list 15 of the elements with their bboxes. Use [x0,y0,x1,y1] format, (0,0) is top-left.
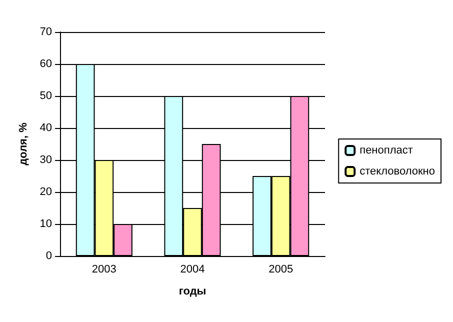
y-tick-label: 30 [40,154,52,166]
x-tick-label: 2005 [268,264,294,276]
y-tick-label: 10 [40,218,52,230]
y-axis-title: доля, % [17,122,30,166]
y-tick-label: 60 [40,58,52,70]
y-tick-label: 50 [40,90,52,102]
x-tick-label: 2003 [92,264,116,276]
x-axis-title: годы [178,286,206,298]
y-tick-label: 70 [40,26,52,38]
y-tick-label: 40 [40,122,52,134]
y-tick-label: 20 [40,186,52,198]
legend-label: пенопласт [360,144,413,156]
x-tick-label: 2004 [180,264,205,276]
legend-label: стекловолокно [360,166,435,178]
y-tick-label: 0 [46,250,52,262]
